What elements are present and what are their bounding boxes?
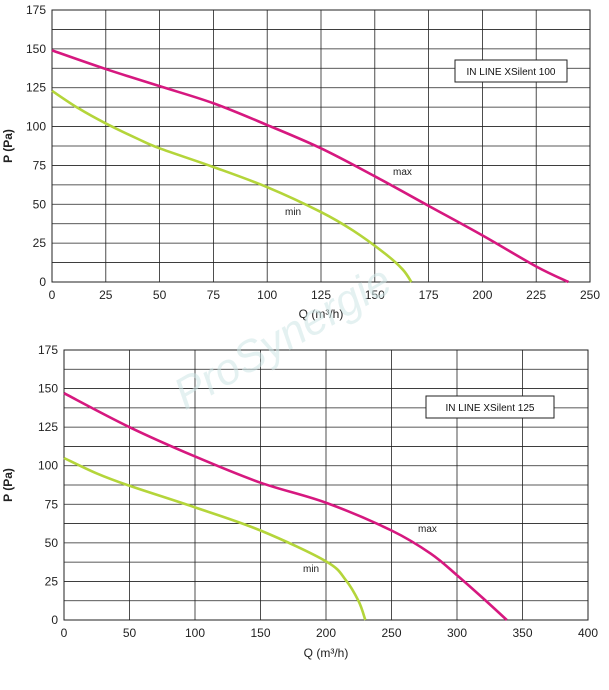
y-tick-label: 50 bbox=[33, 197, 47, 211]
y-tick-label: 25 bbox=[33, 236, 47, 250]
y-axis-label: P (Pa) bbox=[1, 468, 15, 502]
x-tick-label: 225 bbox=[526, 288, 546, 302]
x-tick-label: 100 bbox=[185, 626, 205, 640]
series-line-max bbox=[51, 49, 570, 284]
x-tick-label: 0 bbox=[61, 626, 68, 640]
y-tick-label: 0 bbox=[51, 613, 58, 627]
series-label-min: min bbox=[285, 207, 301, 218]
legend-box bbox=[425, 395, 555, 419]
x-tick-label: 200 bbox=[316, 626, 336, 640]
y-tick-label: 125 bbox=[26, 81, 46, 95]
y-tick-label: 150 bbox=[38, 382, 58, 396]
y-tick-label: 50 bbox=[45, 536, 59, 550]
legend-title: IN LINE XSilent 100 bbox=[467, 67, 556, 78]
x-tick-label: 150 bbox=[250, 626, 270, 640]
legend-box bbox=[454, 59, 568, 83]
y-tick-label: 75 bbox=[33, 158, 47, 172]
x-tick-label: 50 bbox=[153, 288, 167, 302]
x-tick-label: 75 bbox=[207, 288, 221, 302]
x-tick-label: 250 bbox=[580, 288, 600, 302]
x-tick-label: 250 bbox=[381, 626, 401, 640]
x-tick-label: 200 bbox=[472, 288, 492, 302]
y-tick-label: 100 bbox=[26, 120, 46, 134]
x-tick-label: 125 bbox=[311, 288, 331, 302]
y-axis-label: P (Pa) bbox=[1, 129, 15, 163]
y-tick-label: 0 bbox=[39, 275, 46, 289]
series-label-max: max bbox=[418, 524, 437, 535]
x-tick-label: 400 bbox=[578, 626, 598, 640]
chart-panel-1: 0 25 50 75 100 125 150 175 0 25 50 75 100 125 150 175 20… bbox=[1, 3, 600, 321]
series-line-max bbox=[63, 392, 508, 621]
y-tick-label: 175 bbox=[26, 3, 46, 17]
x-tick-label: 300 bbox=[447, 626, 467, 640]
plot-frame bbox=[63, 349, 589, 621]
x-tick-label: 25 bbox=[99, 288, 113, 302]
x-axis-label: Q (m³/h) bbox=[304, 646, 349, 660]
x-tick-label: 150 bbox=[365, 288, 385, 302]
watermark-text: ProSynergie bbox=[166, 256, 400, 420]
x-tick-label: 350 bbox=[512, 626, 532, 640]
series-line-min bbox=[63, 456, 367, 621]
y-tick-label: 125 bbox=[38, 420, 58, 434]
y-tick-label: 150 bbox=[26, 42, 46, 56]
y-tick-label: 25 bbox=[45, 574, 59, 588]
x-axis-label: Q (m³/h) bbox=[299, 307, 344, 321]
series-label-max: max bbox=[393, 167, 412, 178]
y-tick-label: 100 bbox=[38, 459, 58, 473]
y-tick-label: 175 bbox=[38, 343, 58, 357]
x-tick-label: 0 bbox=[49, 288, 56, 302]
x-tick-label: 175 bbox=[419, 288, 439, 302]
series-line-min bbox=[51, 89, 413, 283]
series-label-min: min bbox=[303, 564, 319, 575]
x-tick-label: 50 bbox=[123, 626, 137, 640]
legend-title: IN LINE XSilent 125 bbox=[446, 403, 535, 414]
y-tick-label: 75 bbox=[45, 497, 59, 511]
plot-frame bbox=[51, 9, 591, 283]
x-tick-label: 100 bbox=[257, 288, 277, 302]
chart-panel-2: 0 25 50 75 100 125 150 175 0 50 100 150 200 250 300 350… bbox=[1, 343, 598, 660]
